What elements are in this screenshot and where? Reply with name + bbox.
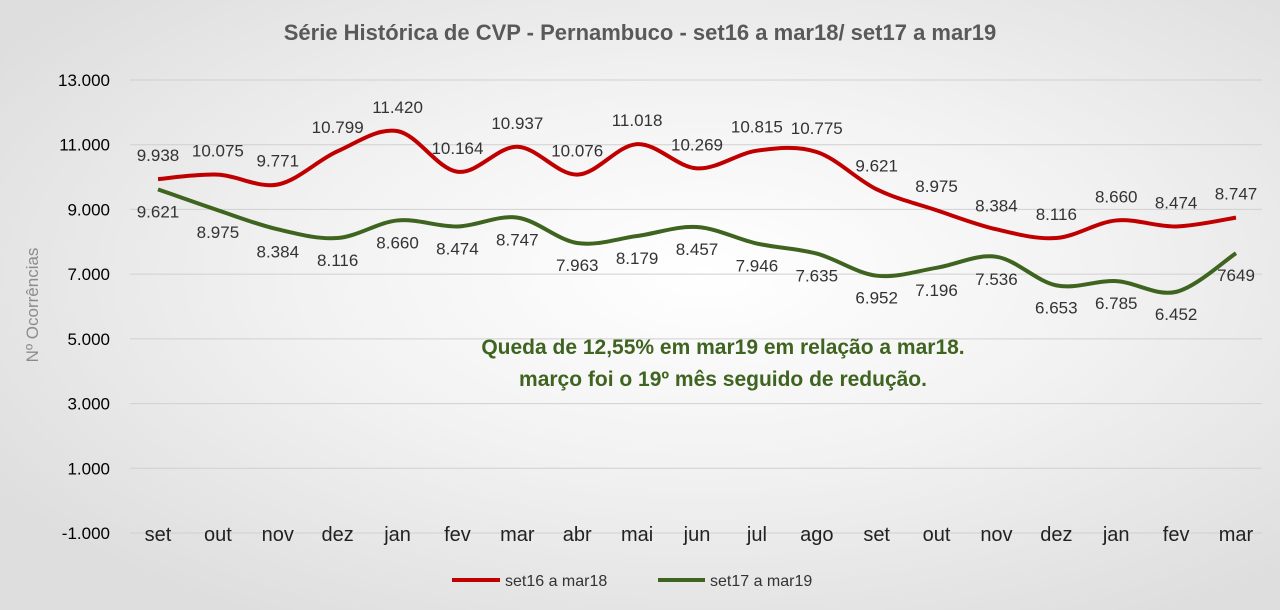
data-label: 10.076 [551, 142, 603, 161]
x-tick-label: set [863, 524, 890, 546]
legend-label-series-1: set16 a mar18 [505, 573, 607, 590]
x-tick-label: out [204, 524, 232, 546]
y-tick-label: 13.000 [58, 71, 110, 90]
y-tick-label: 11.000 [59, 136, 110, 155]
y-axis-title: Nº Ocorrências [23, 248, 42, 363]
data-label: 6.952 [855, 289, 898, 308]
x-tick-label: jan [1102, 524, 1130, 546]
x-tick-label: dez [322, 524, 354, 546]
gridlines [130, 79, 1262, 534]
data-label: 8.747 [496, 231, 539, 250]
data-label: 10.775 [791, 119, 843, 138]
data-label: 9.938 [137, 146, 180, 165]
data-label: 11.420 [372, 98, 423, 117]
data-label: 10.815 [731, 118, 783, 137]
chart-title: Série Histórica de CVP - Pernambuco - se… [284, 20, 997, 45]
x-axis-ticks: set out nov dez jan fev mar abr mai jun jul ago set o… [145, 524, 1254, 546]
y-tick-label: -1.000 [62, 524, 110, 543]
y-tick-label: 9.000 [67, 200, 110, 219]
data-label: 8.474 [1155, 193, 1198, 212]
data-label: 7.196 [915, 281, 958, 300]
x-tick-label: fev [1163, 524, 1190, 546]
y-tick-label: 7.000 [67, 265, 110, 284]
x-tick-label: dez [1040, 524, 1072, 546]
annotation-line-2: março foi o 19º mês seguido de redução. [519, 368, 927, 391]
series-lines [157, 128, 1238, 295]
x-tick-label: jan [383, 524, 411, 546]
data-label: 6.452 [1155, 305, 1198, 324]
x-tick-label: nov [262, 524, 294, 546]
data-label: 7.946 [736, 257, 779, 276]
legend: set16 a mar18 set17 a mar19 [452, 573, 812, 590]
x-tick-label: nov [980, 524, 1012, 546]
data-label: 8.116 [1036, 205, 1077, 224]
data-label: 10.269 [671, 135, 723, 154]
x-tick-label: abr [563, 524, 592, 546]
data-label: 8.975 [915, 177, 958, 196]
y-tick-label: 5.000 [67, 330, 110, 349]
data-label: 10.799 [312, 118, 364, 137]
data-labels: 9.938 10.075 9.771 10.799 11.420 10.164 10.937… [137, 98, 1258, 324]
x-tick-label: mar [500, 524, 535, 546]
x-tick-label: jun [683, 524, 711, 546]
legend-label-series-2: set17 a mar19 [710, 573, 812, 590]
y-tick-label: 1.000 [67, 459, 110, 478]
data-label: 8.384 [975, 196, 1018, 215]
data-label: 10.075 [192, 142, 244, 161]
data-label: 8.179 [616, 249, 659, 268]
data-label: 8.660 [376, 233, 419, 252]
data-label: 6.653 [1035, 298, 1078, 317]
y-axis-ticks: -1.000 1.000 3.000 5.000 7.000 9.000 11.000 13.… [58, 71, 110, 543]
data-label: 6.785 [1095, 294, 1138, 313]
data-label: 7.635 [796, 267, 839, 286]
data-label: 11.018 [612, 111, 663, 130]
x-tick-label: jul [746, 524, 767, 546]
x-tick-label: out [923, 524, 951, 546]
data-label: 9.771 [257, 151, 300, 170]
data-label: 7649 [1217, 266, 1255, 285]
data-label: 9.621 [855, 156, 898, 175]
x-tick-label: set [145, 524, 172, 546]
data-label: 10.164 [431, 139, 483, 158]
data-label: 10.937 [491, 114, 543, 133]
x-tick-label: ago [800, 524, 833, 546]
x-tick-label: fev [444, 524, 471, 546]
data-label: 7.536 [975, 270, 1018, 289]
x-tick-label: mai [621, 524, 653, 546]
data-label: 7.963 [556, 256, 599, 275]
annotation-line-1: Queda de 12,55% em mar19 em relação a ma… [481, 336, 964, 359]
data-label: 8.384 [257, 242, 300, 261]
y-tick-label: 3.000 [67, 395, 110, 414]
data-label: 9.621 [137, 202, 180, 221]
data-label: 8.457 [676, 240, 719, 259]
data-label: 8.975 [197, 223, 240, 242]
data-label: 8.660 [1095, 187, 1138, 206]
data-label: 8.116 [317, 251, 358, 270]
data-label: 8.474 [436, 239, 479, 258]
x-tick-label: mar [1219, 524, 1254, 546]
data-label: 8.747 [1215, 185, 1258, 204]
